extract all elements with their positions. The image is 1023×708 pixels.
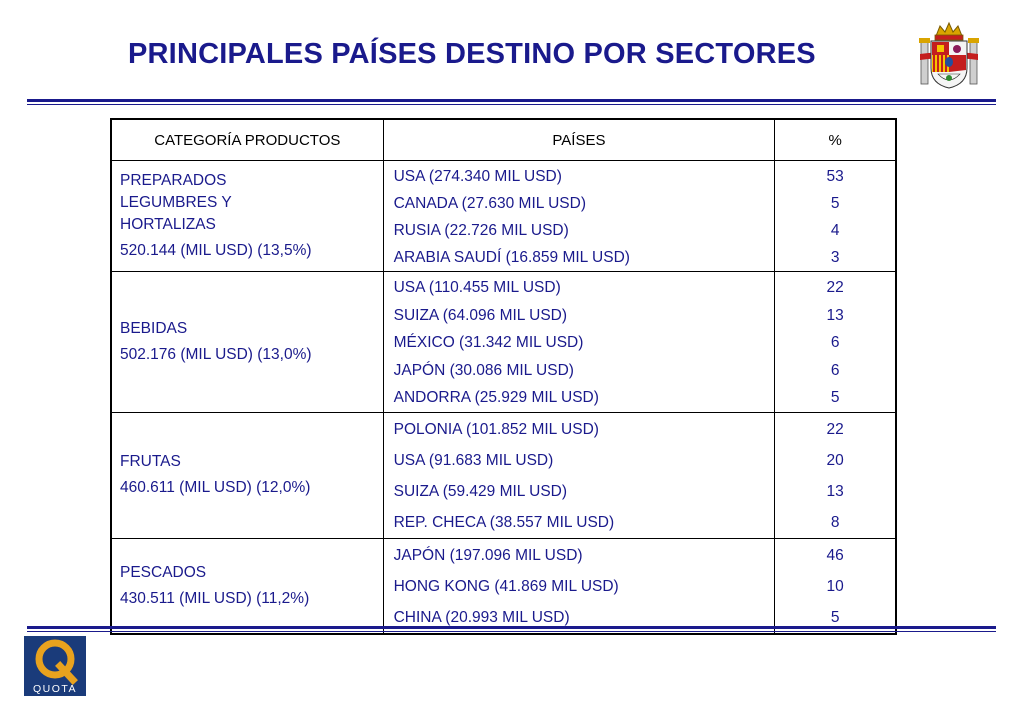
percent-item: 22 [826, 420, 844, 438]
header-percent: % [774, 118, 897, 161]
table-row: BEBIDAS 502.176 (MIL USD) (13,0%) USA (1… [110, 271, 897, 413]
country-item: JAPÓN (197.096 MIL USD) [393, 546, 583, 564]
percent-item: 22 [826, 279, 844, 296]
countries-cell: JAPÓN (197.096 MIL USD) HONG KONG (41.86… [382, 537, 776, 634]
category-name: FRUTAS [120, 453, 181, 470]
percent-item: 13 [826, 482, 844, 500]
logo-text: QUOTA [33, 683, 77, 695]
percent-cell: 53 5 4 3 [774, 160, 897, 272]
percent-item: 3 [830, 249, 840, 266]
percent-item: 13 [826, 306, 844, 324]
category-value: 520.144 (MIL USD) (13,5%) [120, 242, 312, 259]
percent-item: 4 [830, 222, 840, 239]
country-item: POLONIA (101.852 MIL USD) [393, 420, 599, 438]
category-name: LEGUMBRES Y [120, 194, 232, 211]
country-item: HONG KONG (41.869 MIL USD) [393, 577, 619, 595]
percent-item: 46 [826, 546, 844, 564]
footer-divider [27, 626, 996, 632]
header-countries: PAÍSES [382, 118, 776, 161]
country-item: CHINA (20.993 MIL USD) [393, 608, 570, 626]
country-item: SUIZA (64.096 MIL USD) [393, 306, 568, 324]
percent-cell: 22 20 13 8 [774, 411, 897, 539]
percent-item: 6 [830, 361, 840, 379]
percent-item: 53 [826, 168, 844, 185]
country-item: CANADA (27.630 MIL USD) [393, 195, 586, 212]
category-cell: BEBIDAS 502.176 (MIL USD) (13,0%) [110, 271, 384, 413]
destinations-table: CATEGORÍA PRODUCTOS PAÍSES % PREPARADOS … [110, 118, 897, 635]
category-value: 502.176 (MIL USD) (13,0%) [120, 345, 312, 363]
table-row: FRUTAS 460.611 (MIL USD) (12,0%) POLONIA… [110, 411, 897, 539]
country-item: USA (274.340 MIL USD) [393, 168, 562, 185]
category-cell: PESCADOS 430.511 (MIL USD) (11,2%) [110, 537, 384, 634]
percent-item: 6 [830, 334, 840, 351]
percent-item: 10 [826, 577, 844, 595]
percent-item: 5 [830, 608, 840, 626]
category-name: BEBIDAS [120, 319, 188, 337]
category-name: PESCADOS [120, 563, 207, 581]
header-divider [27, 99, 996, 105]
category-value: 460.611 (MIL USD) (12,0%) [120, 479, 311, 496]
percent-item: 5 [830, 195, 840, 212]
country-item: MÉXICO (31.342 MIL USD) [393, 334, 584, 351]
spanish-coat-of-arms-icon [919, 21, 979, 89]
country-item: RUSIA (22.726 MIL USD) [393, 222, 569, 239]
percent-item: 5 [830, 389, 840, 406]
category-name: HORTALIZAS [120, 216, 216, 233]
percent-cell: 46 10 5 [774, 537, 897, 634]
percent-item: 8 [830, 513, 840, 531]
table-row: PESCADOS 430.511 (MIL USD) (11,2%) JAPÓN… [110, 537, 897, 634]
category-cell: FRUTAS 460.611 (MIL USD) (12,0%) [110, 411, 384, 539]
table-header-row: CATEGORÍA PRODUCTOS PAÍSES % [110, 118, 897, 161]
quota-logo-icon: QUOTA [24, 636, 86, 696]
category-name: PREPARADOS [120, 172, 227, 189]
country-item: REP. CHECA (38.557 MIL USD) [393, 513, 615, 531]
country-item: USA (91.683 MIL USD) [393, 451, 554, 469]
country-item: ARABIA SAUDÍ (16.859 MIL USD) [393, 249, 630, 266]
countries-cell: POLONIA (101.852 MIL USD) USA (91.683 MI… [382, 411, 776, 539]
header-category: CATEGORÍA PRODUCTOS [110, 118, 384, 161]
countries-cell: USA (274.340 MIL USD) CANADA (27.630 MIL… [382, 160, 776, 272]
country-item: ANDORRA (25.929 MIL USD) [393, 389, 599, 406]
table-row: PREPARADOS LEGUMBRES Y HORTALIZAS 520.14… [110, 160, 897, 272]
percent-item: 20 [826, 451, 844, 469]
category-cell: PREPARADOS LEGUMBRES Y HORTALIZAS 520.14… [110, 160, 384, 272]
countries-cell: USA (110.455 MIL USD) SUIZA (64.096 MIL … [382, 271, 776, 413]
page-title: PRINCIPALES PAÍSES DESTINO POR SECTORES [128, 38, 816, 70]
country-item: JAPÓN (30.086 MIL USD) [393, 361, 574, 379]
category-value: 430.511 (MIL USD) (11,2%) [120, 589, 310, 607]
country-item: USA (110.455 MIL USD) [393, 279, 561, 296]
country-item: SUIZA (59.429 MIL USD) [393, 482, 568, 500]
percent-cell: 22 13 6 6 5 [774, 271, 897, 413]
